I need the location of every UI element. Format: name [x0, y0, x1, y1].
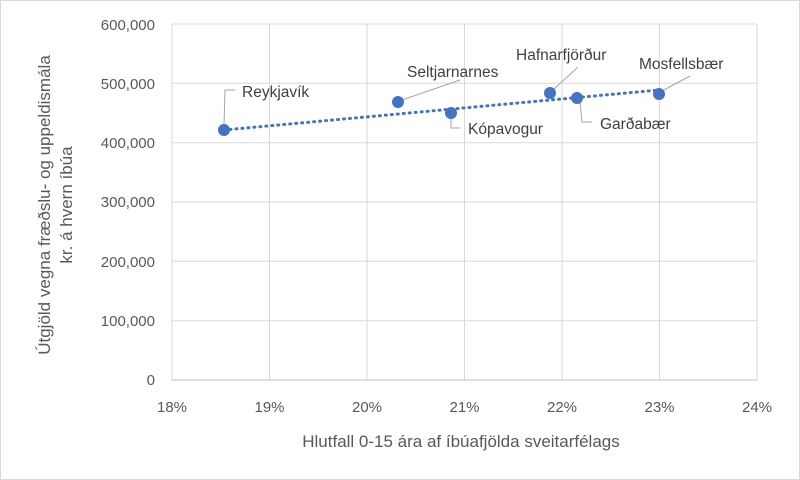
- point-reykjavik[interactable]: [218, 124, 230, 136]
- x-tick: 20%: [352, 399, 382, 416]
- y-axis-title-line2: kr. á hvern íbúa: [57, 146, 76, 264]
- x-tick: 21%: [449, 399, 479, 416]
- y-tick: 600,000: [101, 17, 155, 34]
- gridlines: [171, 23, 758, 380]
- y-tick: 100,000: [101, 313, 155, 330]
- x-tick: 18%: [157, 399, 187, 416]
- y-tick: 300,000: [101, 194, 155, 211]
- point-mosfellsbaer[interactable]: [653, 88, 665, 100]
- x-tick: 19%: [254, 399, 284, 416]
- y-tick: 0: [147, 372, 155, 389]
- point-hafnarfjordur[interactable]: [544, 87, 556, 99]
- x-tick: 22%: [547, 399, 577, 416]
- data-label: Reykjavík: [242, 84, 309, 101]
- x-axis-ticks: 18% 19% 20% 21% 22% 23% 24%: [157, 399, 772, 416]
- data-label: Mosfellsbær: [639, 56, 723, 73]
- y-tick: 500,000: [101, 76, 155, 93]
- point-seltjarnarnes[interactable]: [392, 96, 404, 108]
- x-tick: 23%: [644, 399, 674, 416]
- data-label: Garðabær: [600, 116, 671, 133]
- data-labels: Reykjavík Seltjarnarnes Kópavogur Hafnar…: [242, 47, 723, 138]
- data-label: Seltjarnarnes: [407, 64, 499, 81]
- data-label: Kópavogur: [468, 121, 543, 138]
- point-gardabaer[interactable]: [571, 92, 583, 104]
- y-axis-ticks: 0 100,000 200,000 300,000 400,000 500,00…: [101, 17, 155, 389]
- y-tick: 400,000: [101, 135, 155, 152]
- data-points: [218, 87, 665, 136]
- label-leader-lines: [223, 66, 691, 129]
- trendline: [222, 88, 661, 132]
- y-axis-title-line1: Útgjöld vegna fræðslu- og uppeldismála: [35, 55, 54, 355]
- data-label: Hafnarfjörður: [516, 47, 606, 64]
- y-tick: 200,000: [101, 254, 155, 271]
- x-axis-title: Hlutfall 0-15 ára af íbúafjölda sveitarf…: [302, 432, 620, 451]
- x-tick: 24%: [742, 399, 772, 416]
- y-axis-title: Útgjöld vegna fræðslu- og uppeldismála k…: [35, 55, 76, 355]
- point-kopavogur[interactable]: [445, 107, 457, 119]
